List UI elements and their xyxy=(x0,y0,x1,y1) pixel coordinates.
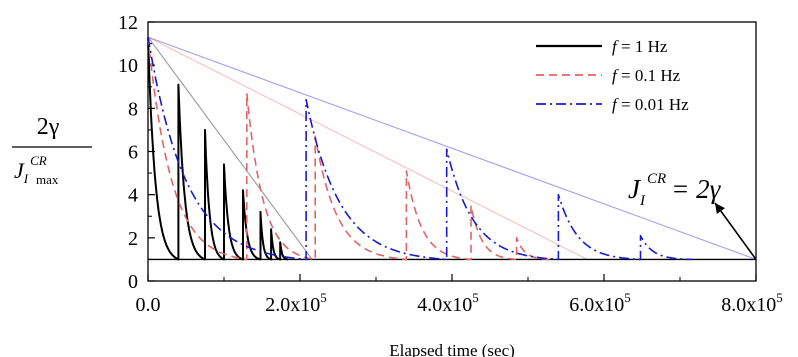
threshold-annotation: JICR = 2γ xyxy=(628,171,757,260)
x-tick-label: 8.0x105 xyxy=(721,290,783,316)
y-tick-label: 10 xyxy=(118,55,138,77)
series-0 xyxy=(147,37,289,261)
envelope-line-2 xyxy=(147,36,757,260)
y-label-numerator: 2γ xyxy=(37,114,60,140)
legend: f = 1 Hz f = 0.1 Hz f = 0.01 Hz xyxy=(536,37,689,114)
series-line-1 xyxy=(147,37,551,261)
y-tick-label: 4 xyxy=(128,185,138,207)
envelope-line-1 xyxy=(147,36,588,260)
annotation-arrow-line xyxy=(714,202,757,260)
plot-frame xyxy=(147,21,757,282)
y-tick-label: 6 xyxy=(128,142,138,164)
y-tick-label: 0 xyxy=(128,271,138,293)
legend-label-1: f = 0.1 Hz xyxy=(612,66,681,85)
x-tick-label: 2.0x105 xyxy=(265,290,327,316)
legend-label-2: f = 0.01 Hz xyxy=(612,95,689,114)
series-1 xyxy=(147,37,551,261)
y-tick-label: 8 xyxy=(128,98,138,120)
y-axis-label: 2γ JICR max xyxy=(12,114,92,187)
series-layer xyxy=(147,36,692,261)
threshold-annotation-text: JICR = 2γ xyxy=(628,171,722,209)
x-tick-label: 0.0 xyxy=(136,294,161,316)
chart-axes: 0 2 4 6 8 10 12 0.0 2.0x105 4.0x105 6.0x105 8.0x105 xyxy=(118,12,783,316)
x-tick-label: 6.0x105 xyxy=(569,290,631,316)
legend-label-0: f = 1 Hz xyxy=(612,37,668,56)
annotation-arrowhead xyxy=(715,203,725,215)
series-2 xyxy=(147,36,692,261)
envelope-lines xyxy=(147,36,757,260)
x-axis-label: Elapsed time (sec) xyxy=(389,341,515,357)
y-tick-label: 12 xyxy=(118,12,138,34)
series-line-2 xyxy=(147,36,692,261)
y-tick-label: 2 xyxy=(128,228,138,250)
y-label-denominator: JICR max xyxy=(14,153,59,187)
x-tick-label: 4.0x105 xyxy=(417,290,479,316)
envelope-line-0 xyxy=(147,36,313,260)
series-line-0 xyxy=(147,37,289,261)
